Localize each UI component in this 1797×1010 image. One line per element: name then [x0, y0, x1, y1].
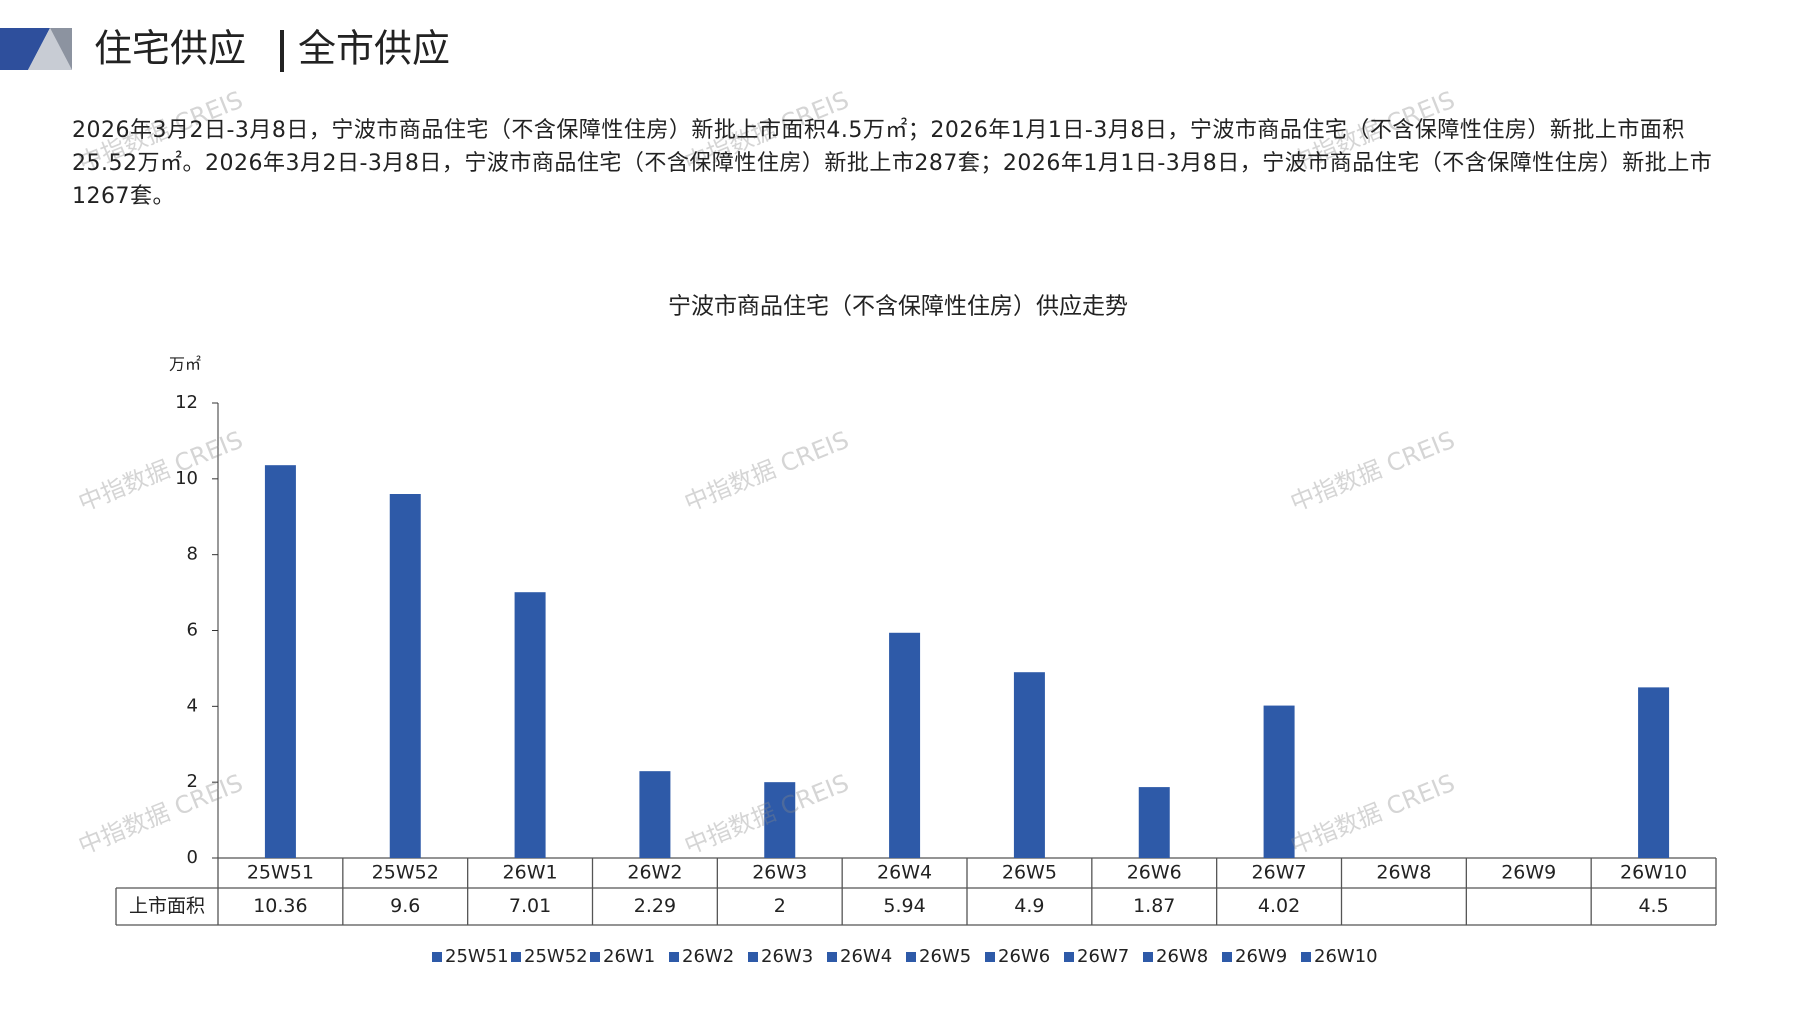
legend-swatch: [1064, 952, 1074, 962]
x-tick-label: 26W9: [1501, 862, 1556, 884]
table-value: 4.5: [1638, 895, 1668, 917]
table-value: 5.94: [883, 895, 925, 917]
header-decoration: [50, 28, 72, 70]
legend-swatch: [1301, 952, 1311, 962]
chart-title: 宁波市商品住宅（不含保障性住房）供应走势: [668, 294, 1128, 320]
legend-swatch: [748, 952, 758, 962]
legend-label: 26W4: [840, 946, 892, 967]
header-decoration: [0, 28, 50, 70]
x-tick-label: 26W7: [1252, 862, 1307, 884]
x-tick-label: 25W52: [372, 862, 439, 884]
y-tick-label: 0: [187, 847, 198, 868]
x-tick-label: 26W3: [752, 862, 807, 884]
legend-label: 26W7: [1077, 946, 1129, 967]
x-tick-label: 26W6: [1127, 862, 1182, 884]
legend-swatch: [906, 952, 916, 962]
table-value: 1.87: [1133, 895, 1175, 917]
legend-swatch: [511, 952, 521, 962]
bar: [1013, 672, 1045, 858]
x-tick-label: 26W1: [503, 862, 558, 884]
bar: [1138, 787, 1170, 858]
watermark: 中指数据 CREIS: [74, 769, 246, 860]
table-value: 4.02: [1258, 895, 1300, 917]
legend-swatch: [1222, 952, 1232, 962]
watermark: 中指数据 CREIS: [74, 426, 246, 517]
y-tick-label: 4: [187, 695, 198, 716]
page-title: 全市供应: [298, 27, 450, 71]
table-value: 7.01: [509, 895, 551, 917]
legend-swatch: [669, 952, 679, 962]
bar: [264, 465, 296, 858]
series-label: 上市面积: [129, 895, 205, 917]
x-tick-label: 26W2: [627, 862, 682, 884]
legend-label: 26W9: [1235, 946, 1287, 967]
page-title: 住宅供应: [94, 27, 246, 71]
legend-label: 26W3: [761, 946, 813, 967]
table-value: 10.36: [253, 895, 307, 917]
bar: [764, 782, 796, 858]
bar: [889, 632, 921, 858]
table-value: 4.9: [1014, 895, 1044, 917]
title-divider: [280, 30, 284, 72]
watermark: 中指数据 CREIS: [680, 426, 852, 517]
x-tick-label: 25W51: [247, 862, 314, 884]
y-unit: 万㎡: [169, 355, 201, 374]
legend-swatch: [590, 952, 600, 962]
legend-label: 26W1: [603, 946, 655, 967]
legend-label: 25W51: [445, 946, 509, 967]
header-decoration: [28, 28, 72, 70]
x-tick-label: 26W4: [877, 862, 932, 884]
legend-label: 26W8: [1156, 946, 1208, 967]
bar: [1263, 705, 1295, 858]
legend-swatch: [1143, 952, 1153, 962]
y-tick-label: 2: [187, 771, 198, 792]
watermark: 中指数据 CREIS: [1286, 426, 1458, 517]
legend-swatch: [432, 952, 442, 962]
summary-paragraph: 2026年3月2日-3月8日，宁波市商品住宅（不含保障性住房）新批上市面积4.5…: [72, 118, 1713, 209]
x-tick-label: 26W5: [1002, 862, 1057, 884]
x-tick-label: 26W10: [1620, 862, 1687, 884]
x-tick-label: 26W8: [1376, 862, 1431, 884]
legend-swatch: [985, 952, 995, 962]
legend-label: 26W5: [919, 946, 971, 967]
y-tick-label: 12: [175, 392, 198, 413]
bar: [1638, 687, 1670, 858]
table-value: 2: [774, 895, 786, 917]
legend-swatch: [827, 952, 837, 962]
bar: [389, 494, 421, 858]
legend-label: 26W2: [682, 946, 734, 967]
watermark: 中指数据 CREIS: [1286, 769, 1458, 860]
y-tick-label: 10: [175, 468, 198, 489]
legend-label: 26W6: [998, 946, 1050, 967]
legend-label: 26W10: [1314, 946, 1378, 967]
bar: [639, 771, 671, 858]
y-tick-label: 8: [187, 544, 198, 565]
table-value: 2.29: [634, 895, 676, 917]
bar: [514, 592, 546, 858]
table-value: 9.6: [390, 895, 420, 917]
legend-label: 25W52: [524, 946, 588, 967]
y-tick-label: 6: [187, 620, 198, 641]
